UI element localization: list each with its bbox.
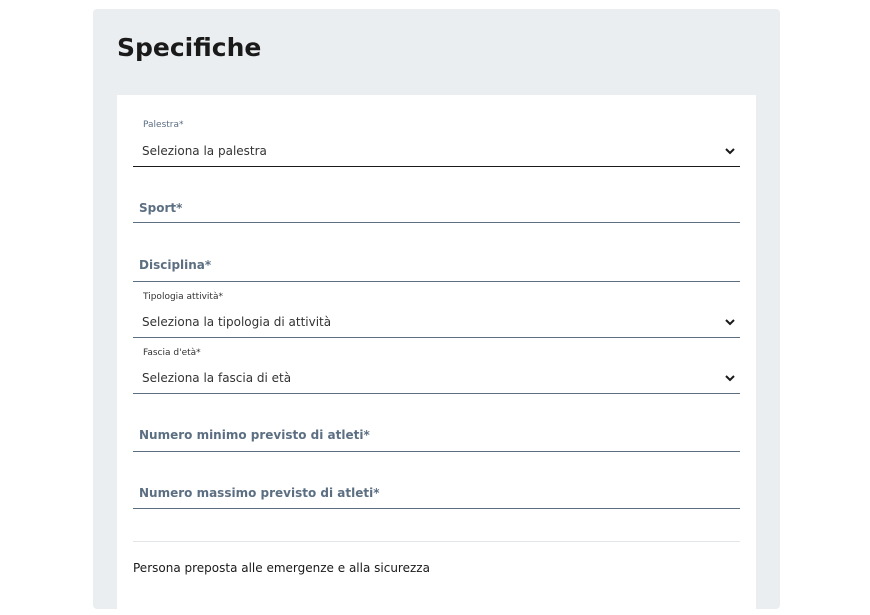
palestra-label: Palestra* xyxy=(143,120,184,130)
palestra-underline xyxy=(133,166,740,167)
tipologia-label: Tipologia attività* xyxy=(143,292,223,302)
max-atleti-label: Numero massimo previsto di atleti* xyxy=(139,486,380,500)
disciplina-underline xyxy=(133,281,740,282)
section-divider xyxy=(133,541,740,542)
tipologia-value: Seleziona la tipologia di attività xyxy=(142,315,332,329)
fascia-value: Seleziona la fascia di età xyxy=(142,371,292,385)
fascia-underline xyxy=(133,393,740,394)
sport-underline xyxy=(133,222,740,223)
fascia-label: Fascia d'età* xyxy=(143,348,201,358)
form-panel xyxy=(117,95,756,615)
palestra-value: Seleziona la palestra xyxy=(142,144,267,158)
chevron-down-icon xyxy=(725,319,735,326)
min-atleti-underline xyxy=(133,451,740,452)
emergency-section-heading: Persona preposta alle emergenze e alla s… xyxy=(133,561,430,575)
max-atleti-underline xyxy=(133,508,740,509)
disciplina-label: Disciplina* xyxy=(139,258,212,272)
page-title: Specifiche xyxy=(117,33,262,62)
sport-label: Sport* xyxy=(139,201,183,215)
chevron-down-icon xyxy=(725,375,735,382)
tipologia-underline xyxy=(133,337,740,338)
chevron-down-icon xyxy=(725,148,735,155)
min-atleti-label: Numero minimo previsto di atleti* xyxy=(139,428,370,442)
